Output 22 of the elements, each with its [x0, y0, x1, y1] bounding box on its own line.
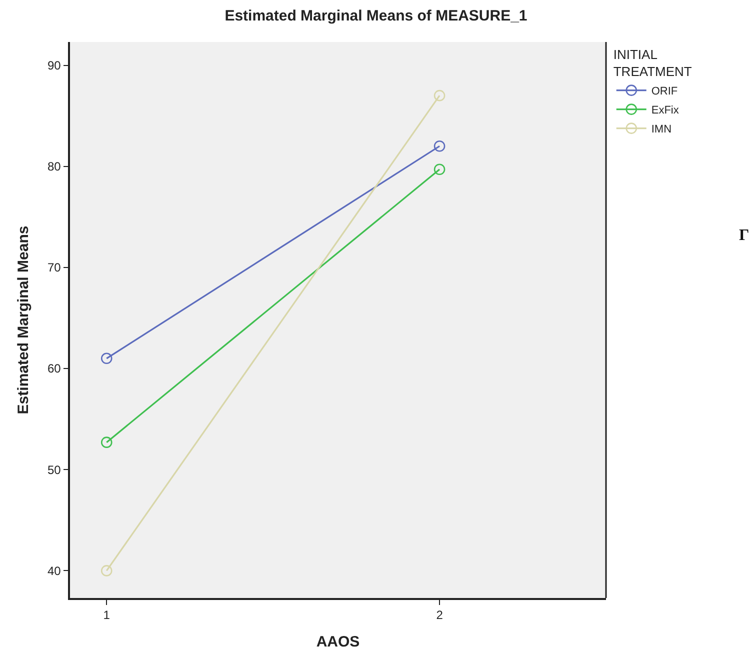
legend-label: IMN: [651, 124, 672, 136]
text: Γ: [739, 227, 750, 244]
chart-title: Estimated Marginal Means of MEASURE_1: [224, 7, 528, 24]
y-tick-label: 80: [47, 160, 62, 174]
y-tick-label: 90: [47, 58, 62, 72]
y-tick-label: 40: [47, 564, 62, 578]
legend-label: ExFix: [651, 104, 680, 117]
y-tick-label: 70: [47, 260, 62, 275]
y-tick-label: 60: [47, 362, 62, 376]
y-tick-label: 50: [47, 462, 62, 477]
point: [100, 565, 112, 576]
x-axis-title: AAOS: [316, 634, 360, 651]
point: [434, 164, 446, 176]
y-axis-title: Estimated Marginal Means: [15, 226, 32, 414]
x-tick-label: 2: [436, 608, 444, 622]
point: [434, 90, 446, 102]
point: [434, 140, 446, 152]
legend-title: INITIAL TREATMENT: [613, 46, 692, 79]
x-tick-label: 1: [103, 608, 110, 622]
point: [100, 436, 112, 448]
point: [100, 352, 112, 364]
legend-label: ORIF: [651, 86, 678, 98]
